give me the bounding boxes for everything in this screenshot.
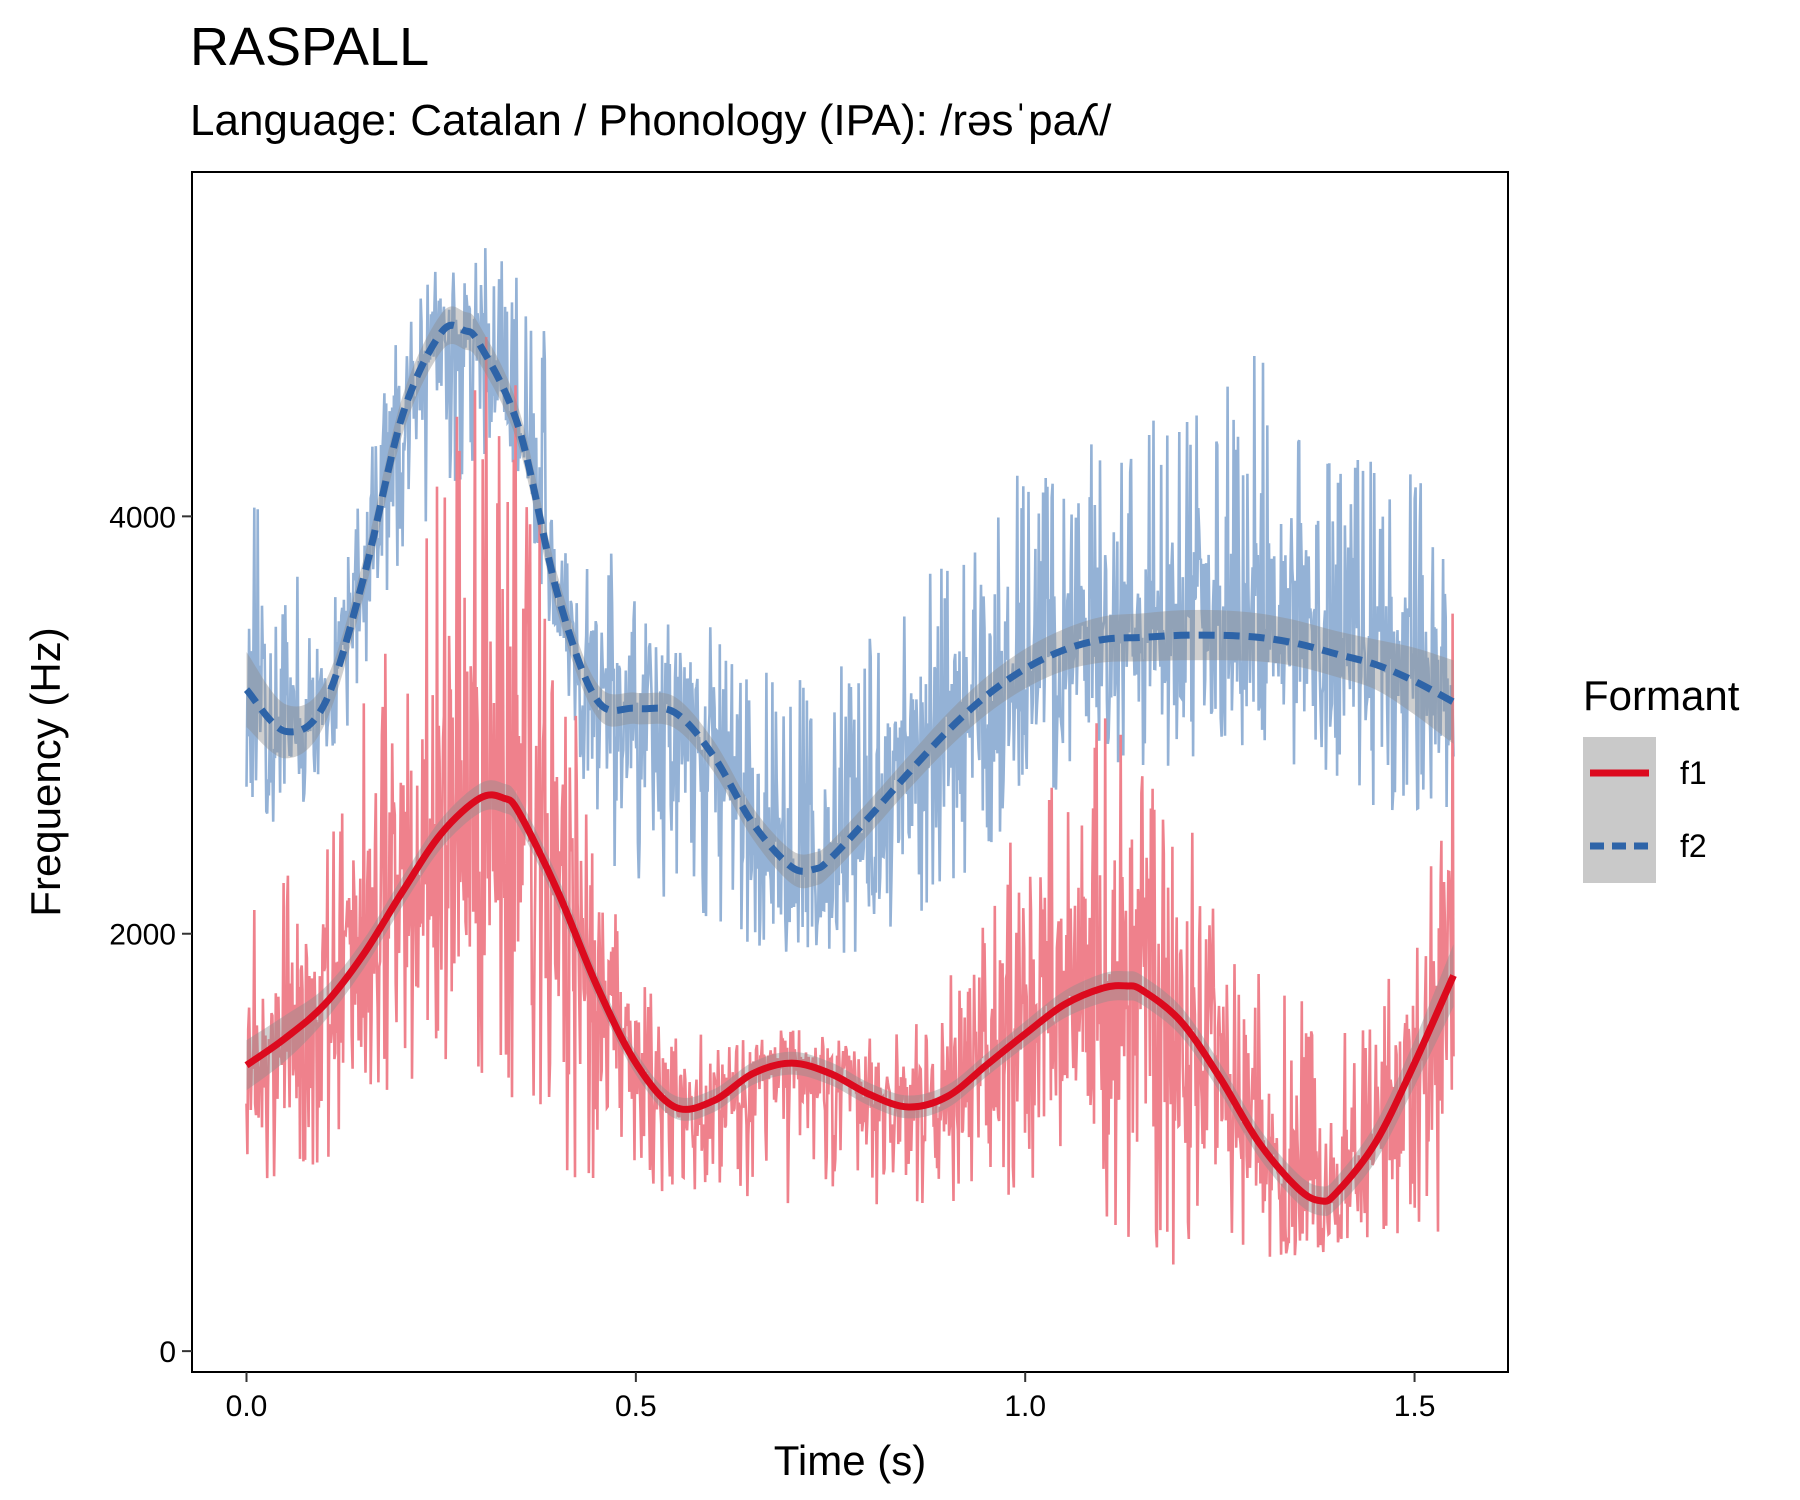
x-axis-title: Time (s) [774, 1437, 926, 1484]
y-axis: 0 2000 4000 [109, 501, 192, 1369]
legend-label-f1: f1 [1680, 755, 1707, 791]
chart-title: RASPALL [190, 17, 430, 77]
y-tick-label: 2000 [109, 919, 176, 952]
chart-subtitle: Language: Catalan / Phonology (IPA): /rə… [190, 96, 1112, 145]
legend-label-f2: f2 [1680, 828, 1707, 864]
legend: Formant f1 f2 [1583, 672, 1740, 883]
x-tick-label: 1.5 [1394, 1390, 1436, 1423]
y-tick-label: 0 [159, 1336, 176, 1369]
raw-track-f1 [245, 336, 1455, 1265]
x-tick-label: 1.0 [1004, 1390, 1046, 1423]
smooth-line-f1 [244, 791, 1457, 1205]
y-axis-title: Frequency (Hz) [22, 627, 69, 916]
x-tick-label: 0.0 [226, 1390, 268, 1423]
legend-title: Formant [1583, 672, 1740, 719]
x-axis: 0.0 0.5 1.0 1.5 [226, 1372, 1436, 1423]
y-tick-label: 4000 [109, 501, 176, 534]
plot-panel-border [191, 171, 1509, 1373]
raw-formant-tracks [245, 248, 1455, 1265]
x-tick-label: 0.5 [615, 1390, 657, 1423]
smoothed-formant-lines [243, 321, 1457, 1205]
raw-track-f2 [245, 248, 1455, 953]
smooth-line-f2 [243, 321, 1456, 875]
